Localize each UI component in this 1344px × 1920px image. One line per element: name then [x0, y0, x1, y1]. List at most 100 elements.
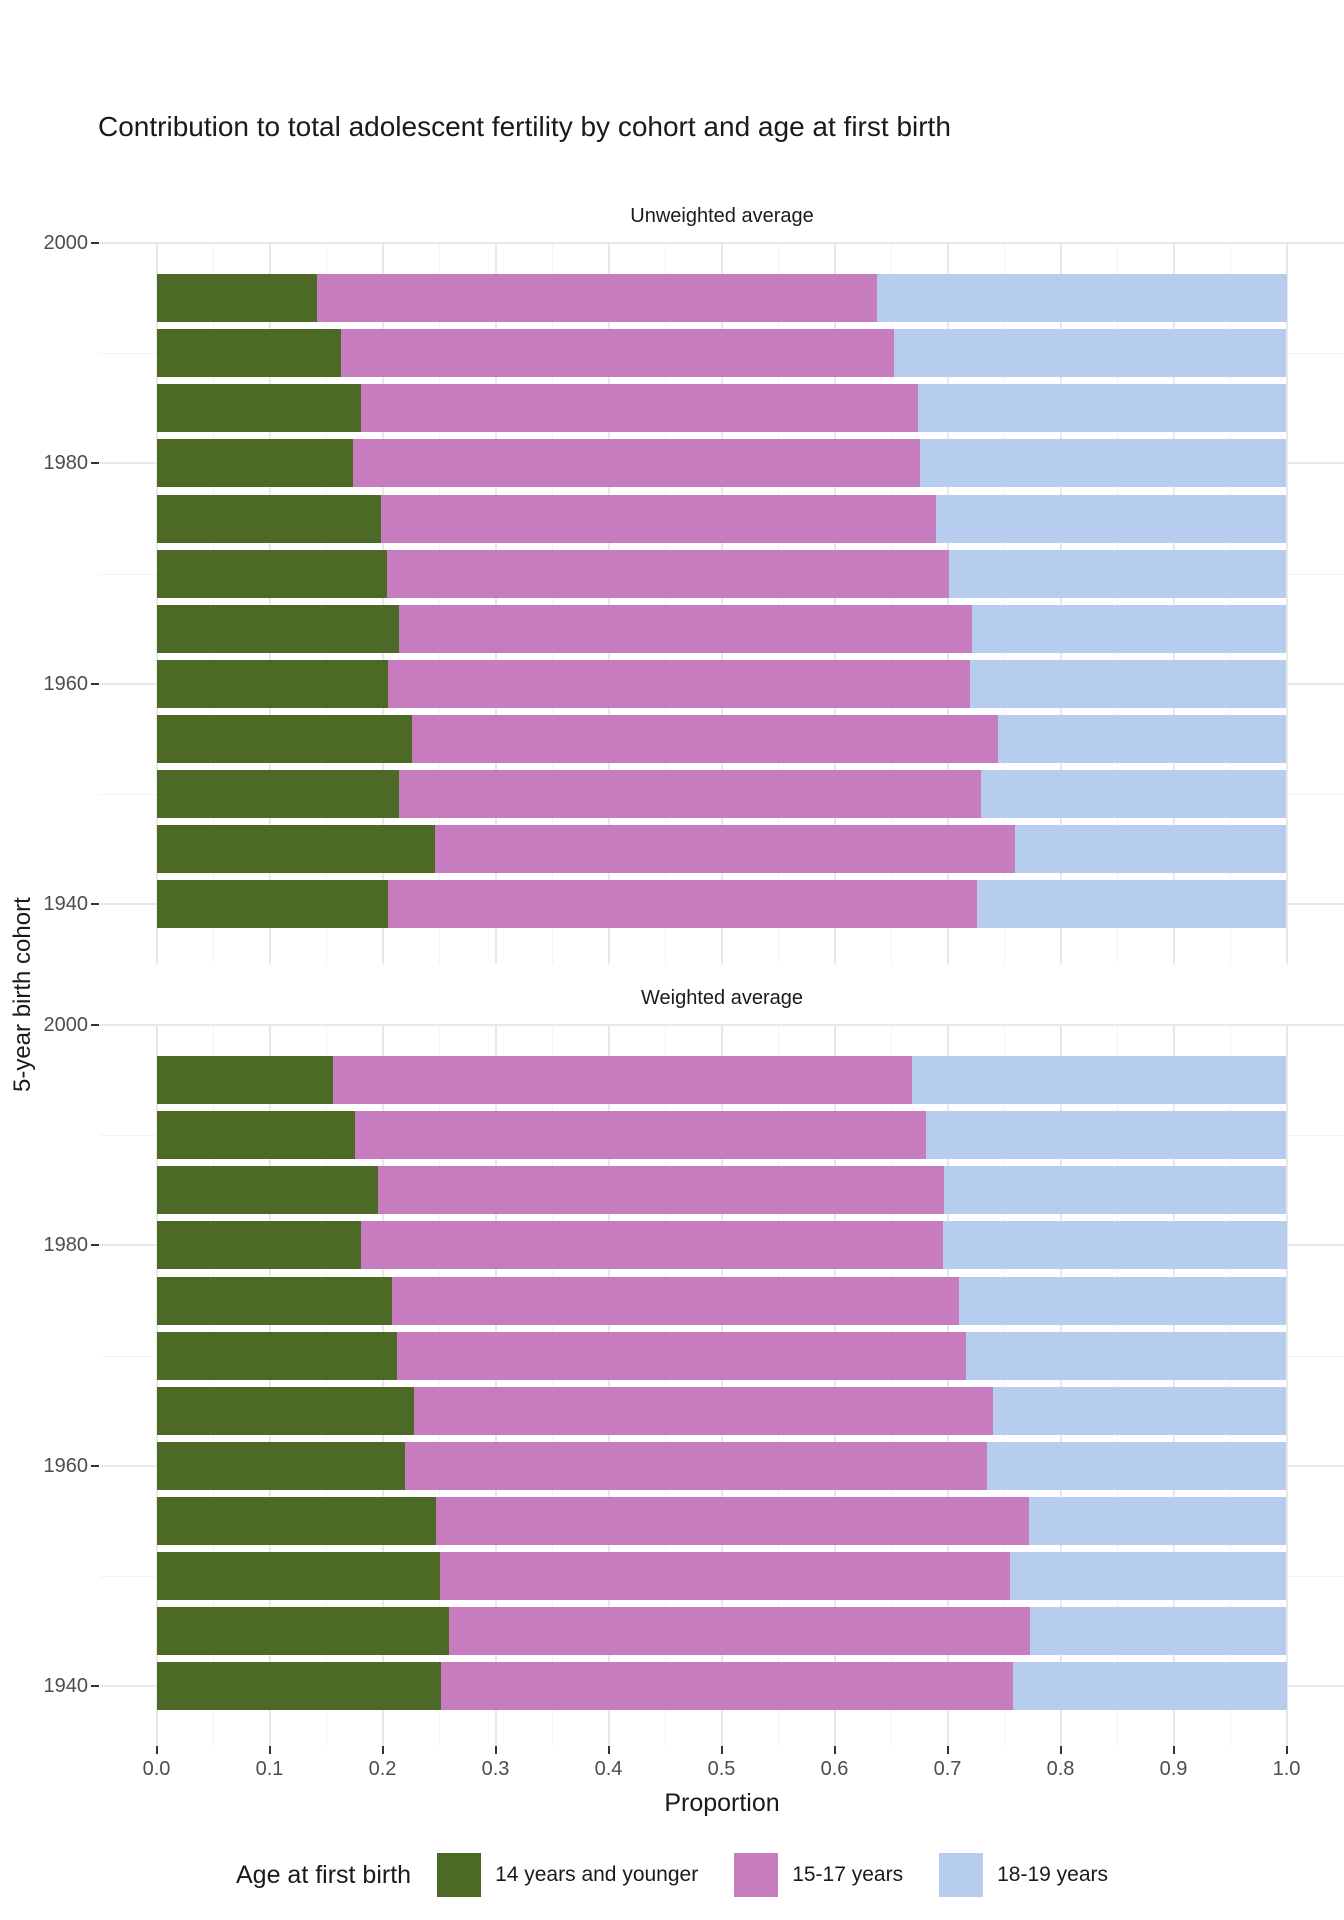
v-gridline-minor [1229, 1025, 1231, 1746]
y-tick-label: 1940 [43, 893, 89, 916]
v-gridline-minor [212, 243, 214, 964]
bar-segment-18-19-years [992, 1386, 1287, 1435]
bar-1980 [156, 1221, 1287, 1270]
bar-1955 [156, 714, 1287, 763]
bar-segment-14-years-and-younger [156, 604, 400, 653]
bar-segment-15-17-years [405, 1441, 988, 1490]
x-tick-label: 0.8 [1046, 1758, 1075, 1780]
x-axis-title: Proportion [664, 1789, 780, 1817]
bar-segment-18-19-years [877, 274, 1287, 323]
bar-segment-15-17-years [440, 1552, 1010, 1600]
v-gridline-major [607, 1025, 610, 1746]
legend-swatch [437, 1853, 482, 1897]
y-tick-mark [91, 462, 99, 465]
panel-unweighted [100, 242, 1344, 964]
bar-1990 [156, 1111, 1287, 1160]
x-tick-label: 0.4 [594, 1758, 623, 1780]
v-gridline-minor [1003, 243, 1005, 964]
legend-items: 14 years and younger 15-17 years 18-19 yea… [437, 1853, 1108, 1897]
bar-segment-14-years-and-younger [156, 439, 354, 488]
bar-1950 [156, 1552, 1287, 1600]
legend-swatch [734, 1853, 779, 1897]
legend-swatch [939, 1853, 984, 1897]
bar-1955 [156, 1496, 1287, 1545]
bar-segment-15-17-years [332, 1056, 913, 1105]
legend-label: 14 years and younger [495, 1863, 699, 1886]
x-tick-mark [833, 1746, 836, 1754]
v-gridline-major [1059, 243, 1062, 964]
bar-segment-18-19-years [987, 1441, 1287, 1490]
v-gridline-minor [551, 243, 553, 964]
bar-1940 [156, 1662, 1287, 1711]
legend-title: Age at first birth [235, 1860, 412, 1889]
bar-segment-15-17-years [411, 714, 999, 763]
x-tick-mark [720, 1746, 723, 1754]
x-tick-label: 0.9 [1159, 1758, 1188, 1780]
bar-segment-15-17-years [316, 274, 878, 323]
y-tick-mark [91, 1024, 99, 1026]
v-gridline-major [1059, 1025, 1062, 1746]
bar-segment-14-years-and-younger [156, 1056, 333, 1105]
x-tick-mark [607, 1746, 610, 1754]
bar-segment-15-17-years [361, 384, 919, 433]
bar-segment-15-17-years [449, 1607, 1030, 1656]
bar-segment-14-years-and-younger [156, 329, 341, 378]
v-gridline-minor [1116, 243, 1118, 964]
bar-segment-15-17-years [378, 1166, 945, 1215]
legend-item: 14 years and younger [437, 1853, 698, 1897]
v-gridline-major [607, 243, 610, 964]
bar-1970 [156, 1331, 1287, 1380]
bar-segment-18-19-years [1028, 1496, 1287, 1545]
v-gridline-major [381, 243, 384, 964]
bar-1945 [156, 1607, 1287, 1656]
bar-segment-18-19-years [981, 770, 1287, 818]
legend-label: 15-17 years [792, 1863, 904, 1886]
y-tick-label: 1980 [43, 1234, 89, 1257]
bar-segment-15-17-years [353, 439, 921, 488]
x-tick-mark [381, 1746, 384, 1754]
y-tick-mark [91, 1244, 99, 1247]
bar-segment-14-years-and-younger [156, 1496, 436, 1545]
y-tick-label: 2000 [43, 1014, 89, 1036]
bar-segment-15-17-years [397, 1331, 966, 1380]
bar-segment-14-years-and-younger [156, 880, 389, 929]
bar-segment-18-19-years [965, 1331, 1287, 1380]
bar-segment-15-17-years [435, 1496, 1029, 1545]
bar-segment-14-years-and-younger [156, 1276, 392, 1325]
v-gridline-minor [890, 1025, 892, 1746]
v-gridline-minor [438, 1025, 440, 1746]
x-tick-label: 0.5 [707, 1758, 736, 1780]
bar-segment-14-years-and-younger [156, 770, 400, 818]
panel-title-weighted: Weighted average [641, 987, 803, 1009]
v-gridline-minor [325, 243, 327, 964]
bar-segment-15-17-years [381, 494, 937, 543]
v-gridline-major [833, 243, 836, 964]
v-gridline-minor [438, 243, 440, 964]
bar-segment-15-17-years [399, 770, 982, 818]
bar-segment-18-19-years [925, 1111, 1287, 1160]
v-gridline-minor [1116, 1025, 1118, 1746]
bar-segment-14-years-and-younger [156, 825, 435, 874]
legend-label: 18-19 years [997, 1863, 1109, 1886]
bar-segment-18-19-years [894, 329, 1287, 378]
v-gridline-major [833, 1025, 836, 1746]
bar-segment-18-19-years [944, 1166, 1287, 1215]
bar-segment-18-19-years [920, 439, 1287, 488]
v-gridline-major [155, 243, 158, 964]
v-gridline-major [1172, 1025, 1175, 1746]
x-tick-mark [1172, 1746, 1175, 1754]
v-gridline-major [720, 1025, 723, 1746]
bar-segment-14-years-and-younger [156, 1331, 398, 1380]
legend-item: 15-17 years [734, 1853, 903, 1897]
bar-1975 [156, 1276, 1287, 1325]
x-tick-mark [1285, 1746, 1288, 1754]
bar-segment-15-17-years [434, 825, 1016, 874]
v-gridline-minor [551, 1025, 553, 1746]
bar-segment-18-19-years [1015, 825, 1287, 874]
bar-segment-15-17-years [388, 659, 971, 708]
v-gridline-major [720, 243, 723, 964]
bar-segment-14-years-and-younger [156, 1111, 356, 1160]
bar-segment-18-19-years [970, 659, 1287, 708]
v-gridline-major [1172, 243, 1175, 964]
bar-segment-14-years-and-younger [156, 274, 317, 323]
